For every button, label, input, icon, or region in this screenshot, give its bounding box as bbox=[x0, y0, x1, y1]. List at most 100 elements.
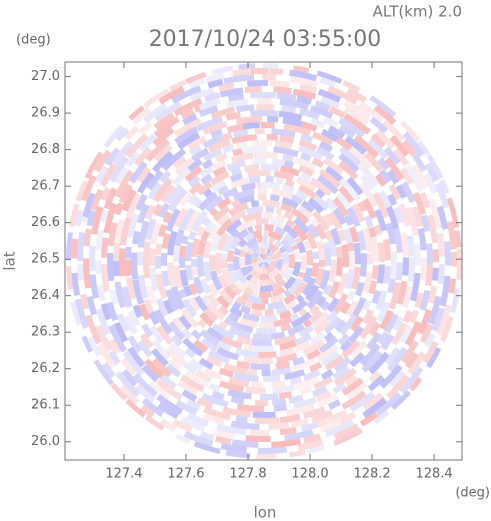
radar-texture bbox=[249, 276, 259, 285]
radar-texture bbox=[341, 390, 367, 410]
radar-texture bbox=[343, 214, 354, 227]
radar-texture bbox=[359, 252, 367, 277]
radar-texture bbox=[69, 301, 82, 326]
radar-texture bbox=[153, 143, 173, 163]
radar-texture bbox=[265, 206, 275, 213]
radar-texture bbox=[249, 68, 269, 75]
radar-texture bbox=[144, 415, 165, 432]
radar-texture bbox=[388, 281, 402, 310]
radar-texture bbox=[168, 357, 183, 371]
radar-texture bbox=[373, 104, 397, 125]
radar-texture bbox=[217, 274, 229, 290]
radar-texture bbox=[99, 162, 118, 188]
radar-texture bbox=[222, 234, 235, 253]
radar-texture bbox=[268, 277, 276, 286]
radar-texture bbox=[278, 110, 303, 121]
radar-texture bbox=[356, 230, 367, 251]
radar-texture bbox=[303, 298, 309, 304]
radar-texture bbox=[276, 92, 297, 102]
radar-texture bbox=[303, 406, 326, 419]
radar-texture bbox=[231, 439, 259, 448]
radar-texture bbox=[191, 147, 210, 162]
radar-texture bbox=[193, 198, 203, 208]
radar-texture bbox=[212, 428, 235, 440]
radar-texture bbox=[198, 105, 219, 118]
radar-texture bbox=[247, 170, 271, 178]
radar-texture bbox=[106, 301, 119, 322]
radar-texture bbox=[229, 306, 243, 318]
radar-texture bbox=[369, 94, 397, 118]
radar-texture bbox=[335, 246, 343, 258]
radar-texture bbox=[149, 325, 165, 344]
radar-texture bbox=[422, 340, 439, 364]
y-tick-label: 26.9 bbox=[31, 106, 60, 121]
radar-texture bbox=[236, 403, 264, 412]
radar-texture bbox=[202, 188, 213, 198]
radar-texture bbox=[332, 382, 347, 394]
radar-texture bbox=[203, 413, 225, 425]
radar-texture bbox=[287, 323, 306, 336]
radar-texture bbox=[322, 242, 330, 250]
radar-texture bbox=[401, 181, 416, 204]
radar-texture bbox=[325, 309, 339, 324]
radar-texture bbox=[283, 232, 297, 247]
radar-texture bbox=[173, 265, 184, 289]
radar-texture bbox=[294, 236, 303, 245]
radar-texture bbox=[153, 177, 173, 203]
radar-texture bbox=[399, 119, 422, 143]
x-tick-label: 128.0 bbox=[291, 467, 328, 482]
radar-texture bbox=[253, 152, 278, 159]
radar-texture bbox=[260, 254, 265, 261]
radar-texture bbox=[412, 153, 427, 173]
radar-texture bbox=[252, 333, 271, 340]
radar-texture bbox=[318, 270, 331, 291]
radar-texture bbox=[271, 188, 293, 200]
radar-texture bbox=[295, 176, 317, 192]
radar-texture bbox=[221, 336, 243, 350]
radar-texture bbox=[185, 370, 210, 388]
radar-texture bbox=[239, 258, 246, 268]
radar-texture bbox=[399, 366, 424, 395]
radar-texture bbox=[240, 292, 250, 301]
radar-texture bbox=[298, 139, 318, 152]
radar-texture bbox=[143, 263, 151, 279]
radar-texture bbox=[94, 149, 112, 173]
radar-texture bbox=[239, 317, 258, 328]
radar-texture bbox=[210, 128, 223, 139]
radar-texture bbox=[378, 190, 392, 208]
radar-texture bbox=[360, 174, 375, 191]
radar-texture bbox=[235, 347, 258, 358]
radar-texture bbox=[339, 146, 362, 167]
radar-texture bbox=[103, 223, 112, 234]
radar-texture bbox=[303, 369, 321, 382]
radar-texture bbox=[177, 132, 201, 150]
radar-texture bbox=[279, 414, 301, 424]
radar-texture bbox=[212, 159, 227, 171]
radar-texture bbox=[132, 372, 159, 398]
radar-texture bbox=[379, 364, 403, 389]
radar-texture bbox=[267, 116, 279, 123]
radar-texture bbox=[216, 231, 230, 251]
radar-texture bbox=[251, 251, 260, 259]
radar-texture bbox=[373, 410, 391, 426]
radar-texture bbox=[178, 288, 187, 299]
radar-texture bbox=[332, 365, 351, 381]
y-tick-label: 26.2 bbox=[31, 361, 60, 376]
radar-texture bbox=[114, 218, 125, 242]
radar-texture bbox=[409, 377, 423, 393]
radar-texture bbox=[273, 404, 288, 412]
radar-texture bbox=[290, 207, 310, 225]
radar-texture bbox=[102, 124, 124, 148]
radar-texture bbox=[142, 102, 168, 124]
radar-texture bbox=[104, 147, 121, 167]
radar-texture bbox=[131, 106, 152, 125]
radar-texture bbox=[155, 243, 163, 256]
radar-texture bbox=[274, 239, 283, 249]
radar-texture bbox=[291, 261, 301, 277]
radar-texture bbox=[215, 268, 223, 276]
radar-texture bbox=[77, 264, 85, 281]
radar-texture bbox=[339, 177, 361, 202]
radar-texture bbox=[95, 229, 104, 251]
radar-texture bbox=[207, 78, 224, 89]
